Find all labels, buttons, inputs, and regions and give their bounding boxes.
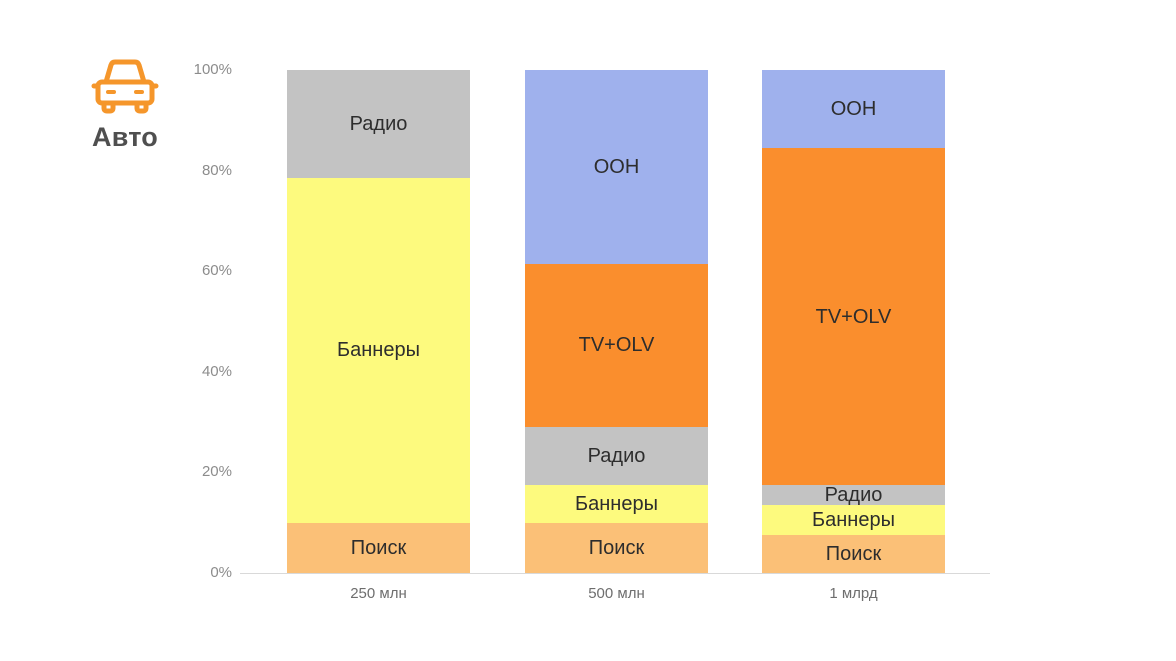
bar-segment: Баннеры bbox=[525, 484, 708, 523]
segment-label: OOH bbox=[593, 155, 640, 178]
segment-label: Баннеры bbox=[337, 339, 420, 362]
x-category-label: 500 млн bbox=[588, 585, 645, 602]
y-tick-label: 20% bbox=[201, 463, 232, 481]
stacked-bar: Поиск Баннеры Радио bbox=[287, 70, 470, 573]
bar-segment: Поиск bbox=[287, 522, 470, 573]
x-category-label: 250 млн bbox=[350, 585, 407, 602]
stacked-bar: Поиск Баннеры Радио TV+OLV OOH bbox=[525, 70, 708, 573]
bar-segment: Баннеры bbox=[762, 505, 945, 536]
bar-segment: Баннеры bbox=[287, 178, 470, 523]
bar-segment: OOH bbox=[525, 70, 708, 264]
bar-segment: TV+OLV bbox=[525, 263, 708, 428]
segment-label: Радио bbox=[824, 484, 883, 507]
y-tick-label: 100% bbox=[193, 61, 232, 78]
y-tick-label: 60% bbox=[201, 262, 232, 280]
category-header: Авто bbox=[83, 54, 167, 153]
bar-segment: Радио bbox=[762, 484, 945, 507]
segment-label: TV+OLV bbox=[815, 305, 892, 328]
segment-label: TV+OLV bbox=[578, 334, 655, 357]
segment-label: Поиск bbox=[588, 536, 645, 559]
bar-segment: OOH bbox=[762, 70, 945, 148]
segment-label: OOH bbox=[830, 98, 877, 121]
segment-label: Баннеры bbox=[812, 509, 895, 532]
segment-label: Поиск bbox=[350, 536, 407, 559]
category-label: Авто bbox=[92, 122, 158, 152]
segment-label: Баннеры bbox=[575, 492, 658, 515]
y-tick-label: 40% bbox=[201, 362, 232, 380]
bar-segment: Радио bbox=[525, 427, 708, 485]
x-category-label: 1 млрд bbox=[829, 585, 878, 602]
segment-label: Поиск bbox=[825, 543, 882, 566]
bar-segment: Радио bbox=[287, 70, 470, 179]
bar-segment: TV+OLV bbox=[762, 148, 945, 485]
bar-segment: Поиск bbox=[762, 535, 945, 573]
bar-segment: Поиск bbox=[525, 522, 708, 573]
plot-area: Поиск Баннеры Радио Поиск Баннеры Радио TV+OLV… bbox=[240, 70, 990, 574]
y-tick-label: 0% bbox=[210, 564, 232, 581]
stacked-bar: Поиск Баннеры Радио TV+OLV OOH bbox=[762, 70, 945, 573]
segment-label: Радио bbox=[587, 445, 646, 468]
segment-label: Радио bbox=[349, 113, 408, 136]
y-tick-label: 80% bbox=[201, 161, 232, 179]
car-icon bbox=[91, 59, 159, 114]
